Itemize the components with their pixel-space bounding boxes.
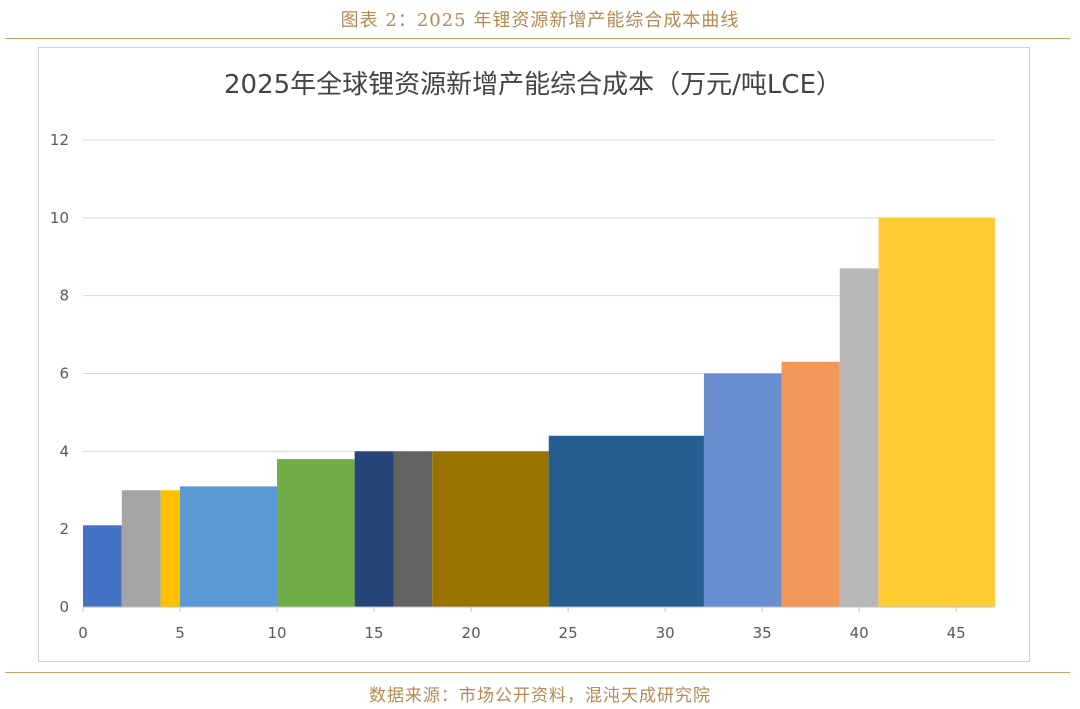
bar-4 xyxy=(277,459,355,607)
x-tick-label: 0 xyxy=(78,624,88,642)
x-tick-label: 15 xyxy=(365,624,384,642)
bar-6 xyxy=(393,451,433,607)
bar-11 xyxy=(839,268,879,607)
y-tick-label: 10 xyxy=(50,209,69,227)
x-tick-label: 30 xyxy=(656,624,675,642)
y-tick-label: 6 xyxy=(59,365,69,383)
x-tick-label: 5 xyxy=(175,624,185,642)
bars xyxy=(83,217,995,608)
bottom-divider xyxy=(5,672,1070,673)
y-tick-label: 0 xyxy=(59,598,69,616)
x-tick-label: 25 xyxy=(559,624,578,642)
chart-title: 2025年全球锂资源新增产能综合成本（万元/吨LCE） xyxy=(224,70,842,100)
bar-12 xyxy=(878,217,995,608)
y-tick-label: 2 xyxy=(59,520,69,538)
y-tick-label: 4 xyxy=(59,442,69,460)
y-tick-label: 12 xyxy=(50,131,69,149)
bar-3 xyxy=(180,486,278,607)
bar-8 xyxy=(548,435,704,607)
y-tick-label: 8 xyxy=(59,287,69,305)
x-tick-label: 40 xyxy=(850,624,869,642)
bar-2 xyxy=(160,490,181,607)
figure-caption: 图表 2：2025 年锂资源新增产能综合成本曲线 xyxy=(340,10,740,31)
bar-1 xyxy=(121,490,161,607)
bar-0 xyxy=(83,525,122,607)
bar-5 xyxy=(354,451,394,607)
x-tick-label: 45 xyxy=(947,624,966,642)
x-tick-label: 20 xyxy=(462,624,481,642)
data-source-note: 数据来源：市场公开资料，混沌天成研究院 xyxy=(369,686,711,706)
x-tick-label: 35 xyxy=(753,624,772,642)
axes: 0 2 4 6 8 10 12 0 5 10 15 20 25 30 35 40 45 xyxy=(50,131,995,642)
x-tick-label: 10 xyxy=(267,624,286,642)
top-divider xyxy=(5,38,1070,39)
bar-7 xyxy=(432,451,549,607)
bar-9 xyxy=(703,373,782,607)
bar-10 xyxy=(781,361,840,607)
